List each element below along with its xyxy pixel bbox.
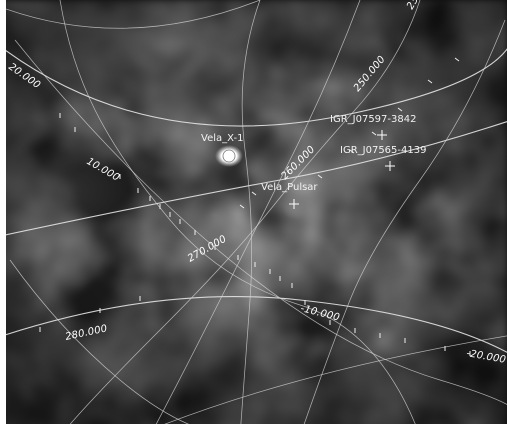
bottom-margin bbox=[0, 424, 507, 436]
source-label-vela-pulsar: Vela_Pulsar bbox=[261, 182, 318, 193]
source-vela-x1[interactable]: Vela_X-1 bbox=[201, 133, 243, 167]
source-igr-j07597[interactable]: IGR_J07597-3842 bbox=[330, 114, 416, 140]
source-label-igr-j07597: IGR_J07597-3842 bbox=[330, 114, 416, 125]
source-label-vela-x1: Vela_X-1 bbox=[201, 133, 243, 144]
latitude-line-10 bbox=[6, 48, 507, 127]
source-label-igr-j07565: IGR_J07565-4139 bbox=[340, 145, 426, 156]
left-margin bbox=[0, 0, 6, 436]
grid-ticks bbox=[39, 57, 471, 356]
latitude-line-minus10 bbox=[6, 295, 507, 353]
source-vela-pulsar[interactable]: Vela_Pulsar bbox=[261, 182, 318, 209]
source-igr-j07565[interactable]: IGR_J07565-4139 bbox=[340, 145, 426, 171]
